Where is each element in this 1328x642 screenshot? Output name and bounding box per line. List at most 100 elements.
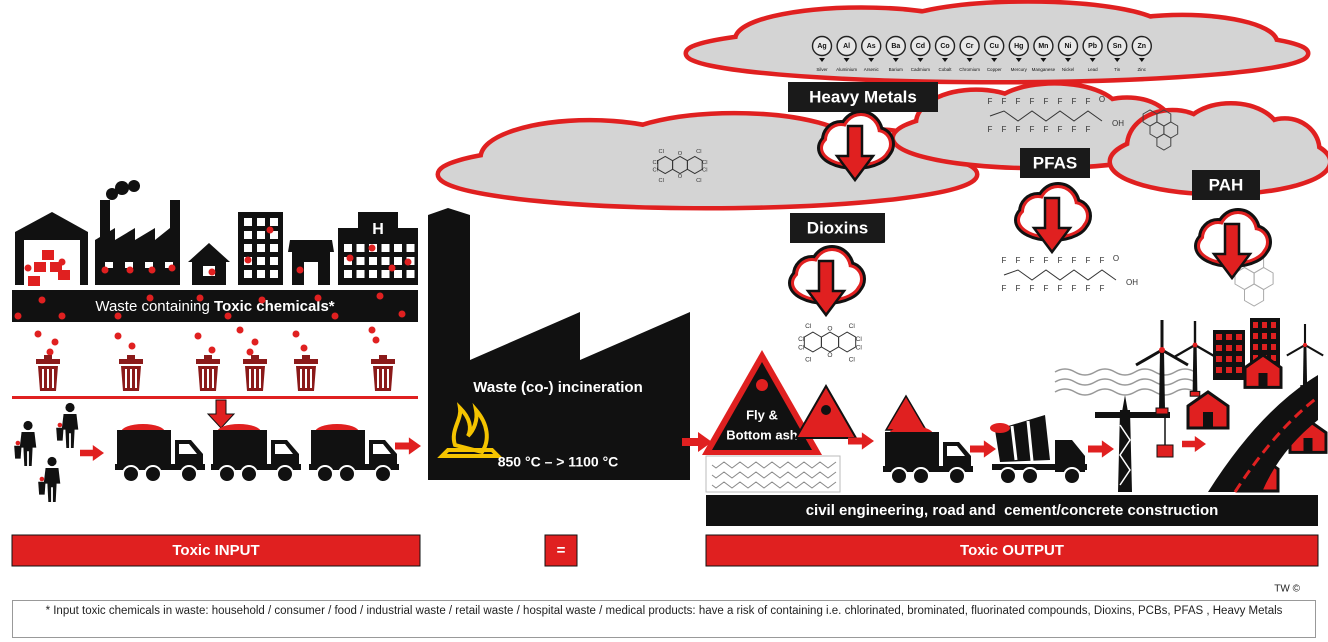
label-box (1192, 170, 1260, 200)
element-name: Aluminium (836, 67, 857, 72)
turbine-hub (1302, 342, 1308, 348)
truck (113, 422, 207, 484)
element-symbol: Co (940, 43, 949, 50)
window (257, 244, 265, 252)
turbine-blade (1286, 344, 1306, 357)
element-name: Zinc (1138, 67, 1147, 72)
toxic-dot (331, 312, 339, 320)
icon-fill (1062, 204, 1086, 228)
element-pointer (843, 58, 850, 62)
element-name: Arsenic (864, 67, 880, 72)
atom: F (988, 125, 993, 134)
element-circle (1033, 35, 1054, 57)
atom: F (1016, 284, 1021, 293)
down-arrow (1211, 222, 1253, 281)
window (1262, 322, 1267, 328)
label-box (788, 82, 938, 112)
element-pointer (917, 58, 924, 62)
atom: Cl (849, 323, 856, 330)
turbine-blade (1173, 343, 1196, 359)
atom: F (1016, 125, 1021, 134)
element-circle (861, 35, 882, 57)
window (244, 218, 252, 226)
incinerator (428, 208, 690, 480)
arrow (1088, 440, 1114, 458)
trash-can (242, 355, 268, 391)
element-pointer (892, 58, 899, 62)
atom: F (1058, 256, 1063, 265)
person (38, 456, 61, 502)
hospital-sign: H (372, 221, 384, 238)
divider (12, 396, 418, 399)
atom: Cl (659, 178, 664, 184)
toxic-dot (376, 292, 384, 300)
element-pointer (868, 58, 875, 62)
arrow (1182, 436, 1206, 452)
window (1236, 345, 1242, 351)
atom: O (827, 352, 832, 359)
arrow (80, 445, 104, 461)
atom: F (1044, 256, 1049, 265)
waste-label: Waste containing Toxic chemicals* (95, 298, 334, 315)
footnote: * Input toxic chemicals in waste: househ… (12, 600, 1316, 638)
label-box-text: Dioxins (807, 218, 868, 237)
atom: F (1002, 97, 1007, 106)
atom: Cl (653, 160, 658, 166)
atom: O (1113, 254, 1119, 263)
atom: O (678, 151, 683, 157)
window (1226, 356, 1232, 362)
element-pointer (991, 58, 998, 62)
element-symbol: Al (843, 43, 850, 50)
toxic-dot (58, 312, 66, 320)
flame (437, 402, 503, 458)
element-pointer (1114, 58, 1121, 62)
atom: Cl (702, 168, 707, 174)
smoke (115, 181, 129, 195)
wheel (1063, 467, 1081, 485)
window (257, 257, 265, 265)
cloud (435, 110, 980, 211)
atom: F (1002, 125, 1007, 134)
crate (42, 250, 54, 260)
toxic-dot (208, 346, 216, 354)
waste-label-regular: Waste containing (95, 298, 214, 315)
window (394, 270, 402, 278)
ring (686, 155, 703, 175)
window (356, 244, 365, 252)
atom: F (1058, 284, 1063, 293)
chimney (100, 200, 110, 240)
down-arrow (805, 259, 847, 318)
toxic-dot (194, 332, 202, 340)
window (369, 270, 377, 278)
ash-structure (711, 461, 837, 469)
atom: O (827, 326, 832, 333)
toxic-dot (208, 268, 216, 276)
toxic-dot (368, 326, 376, 334)
label-box-text: Heavy Metals (809, 87, 917, 106)
element-name: Copper (987, 67, 1002, 72)
cloud-arrow-icon (788, 245, 866, 318)
element-symbol: Zn (1138, 43, 1147, 50)
toxic-dot (314, 294, 322, 302)
input-bar (11, 534, 421, 567)
toxic-dot (368, 244, 376, 252)
window (1271, 333, 1276, 339)
element-name: Tin (1114, 67, 1121, 72)
warning-inner (712, 362, 812, 450)
label-box (790, 213, 885, 243)
toxic-dot (372, 336, 380, 344)
element-circle (1008, 35, 1029, 57)
wave (1054, 378, 1196, 386)
atom: F (1072, 125, 1077, 134)
crane (1095, 395, 1170, 492)
window (270, 244, 278, 252)
window (165, 262, 173, 268)
window (1226, 367, 1232, 373)
crane-load (1156, 444, 1174, 458)
house (188, 243, 230, 285)
person (14, 420, 37, 466)
toxic-dot (58, 258, 66, 266)
crate (50, 262, 62, 272)
